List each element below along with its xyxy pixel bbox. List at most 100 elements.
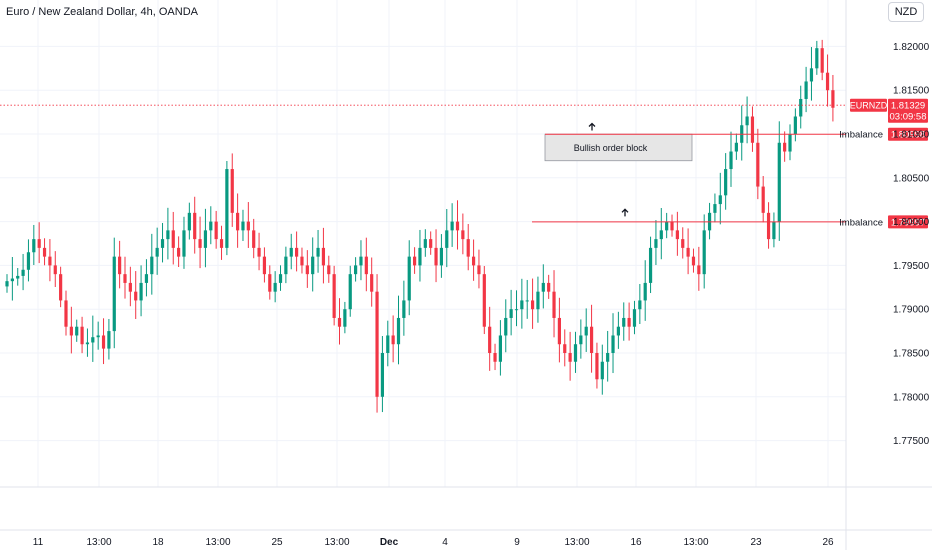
time-tick-label: 16 [630,537,642,548]
arrow-up-icon [621,208,629,217]
candle-body [509,309,513,318]
candle-body [595,352,599,380]
candle-body [772,221,776,240]
candle-body [686,247,690,257]
candle-body [777,142,781,222]
candle-body [766,212,771,240]
candle-body [348,274,352,310]
candle-body [107,331,111,349]
candle-body [139,282,143,301]
price-tick-label: 1.79000 [893,305,930,316]
candle-body [530,300,535,310]
candle-body [423,239,427,248]
candle-body [729,151,733,170]
candle-body [616,326,620,336]
candle-body [675,230,679,240]
candle-body [316,247,320,257]
candle-body [643,282,647,301]
time-tick-label: 13:00 [205,537,230,548]
candle-body [182,230,186,257]
candle-body [166,230,170,240]
candle-body [10,278,14,282]
candle-body [622,317,626,327]
candle-body [783,142,787,152]
candle-body [788,134,792,152]
candle-body [466,239,470,257]
candle-body [155,247,159,257]
candle-body [268,274,272,292]
candle-body [445,230,449,248]
chart-title: Euro / New Zealand Dollar, 4h, OANDA [6,6,198,18]
candle-body [638,300,642,310]
candle-body [64,300,68,327]
candle-body [85,342,90,345]
imbalance-price-tag [888,215,928,229]
candle-body [402,300,406,318]
candle-body [214,221,218,240]
candle-body [734,142,738,152]
candle-body [761,186,765,213]
candle-body [681,239,685,248]
candle-body [80,326,84,345]
candle-body [450,221,454,231]
candle-body [112,256,116,332]
candle-body [557,317,561,345]
symbol-tag-text: EURNZD [850,101,888,111]
candle-body [177,247,181,257]
candle-body [498,335,503,362]
currency-button[interactable]: NZD [888,2,924,22]
candle-body [278,274,283,283]
candle-body [321,247,326,266]
candle-body [718,195,722,205]
candle-body [713,204,717,213]
price-tick-label: 1.80500 [893,173,930,184]
candle-body [134,291,138,301]
price-tick-label: 1.78500 [893,348,930,359]
candle-body [42,247,47,257]
candle-body [246,221,250,231]
candle-body [745,116,749,126]
time-tick-label: 13:00 [564,537,589,548]
candle-body [203,230,208,248]
candle-body [5,281,9,287]
candle-body [563,344,567,353]
time-tick-label: 11 [33,537,44,548]
candle-body [724,169,728,196]
candle-body [91,337,95,343]
price-tick-label: 1.79500 [893,261,930,272]
candle-body [53,265,57,275]
price-tick-label: 1.81000 [893,130,930,141]
candle-body [520,300,524,310]
candle-body [552,291,556,318]
candle-body [193,212,197,240]
candle-body [691,256,696,266]
candle-body [825,72,830,91]
candle-body [799,98,803,117]
candle-body [150,256,154,275]
candle-body [300,256,304,266]
candle-body [568,352,572,362]
candle-body [353,265,358,275]
candle-body [160,239,165,248]
candle-body [21,269,25,276]
candle-body [589,326,594,353]
candle-body [75,326,79,336]
candle-body [831,90,835,108]
candle-body [455,221,460,231]
candle-body [670,221,674,231]
candle-body [627,317,631,327]
time-tick-label: 4 [442,537,448,548]
candle-body [471,256,476,266]
candle-body [504,317,508,336]
time-axis: 11 13:00 18 13:00 25 13:00 Dec 4 9 13:00 16 13:00 23… [33,537,834,548]
price-tick-label: 1.81500 [893,86,930,97]
candle-body [198,239,202,248]
candle-body [187,212,191,231]
candle-body [756,142,760,187]
candle-body [493,352,497,362]
arrow-up-icon [588,122,596,131]
candle-body [547,282,551,292]
candle-body [16,275,20,279]
candle-body [702,230,706,275]
